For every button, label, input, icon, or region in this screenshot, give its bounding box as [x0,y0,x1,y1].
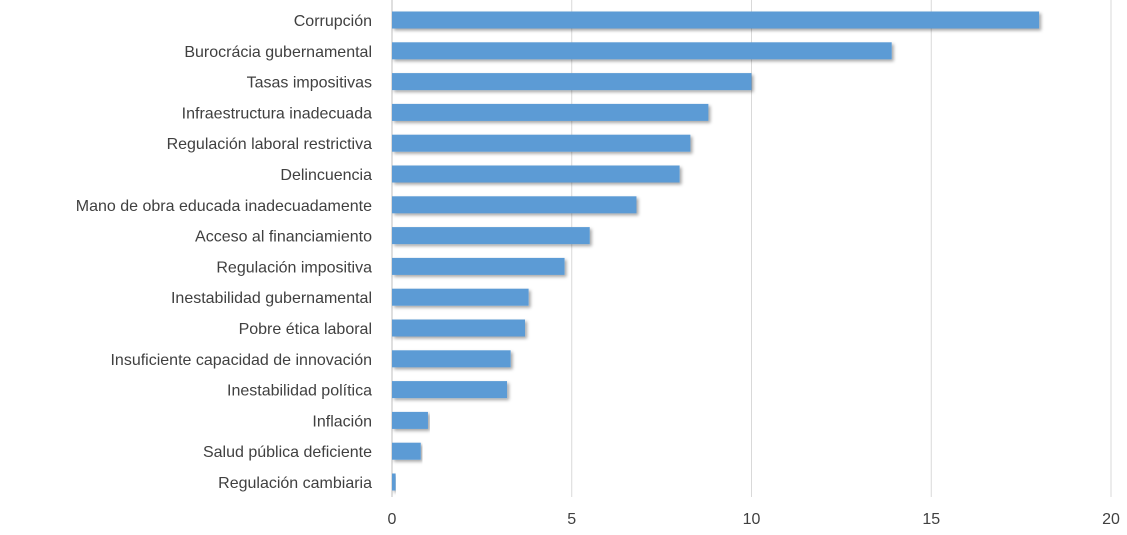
category-label: Inestabilidad gubernamental [171,290,372,307]
category-label: Regulación impositiva [216,259,372,276]
category-label: Pobre ética laboral [239,321,372,338]
bars [392,11,1040,491]
x-tick-label: 5 [567,511,576,528]
category-label: Corrupción [294,13,372,30]
x-tick-labels: 0 5 10 15 20 [388,511,1120,528]
category-label: Acceso al financiamiento [195,229,372,246]
bar [392,165,680,183]
bar [392,227,590,245]
x-tick-label: 20 [1102,511,1120,528]
bar [392,350,511,368]
category-label: Mano de obra educada inadecuadamente [76,198,372,215]
bar [392,319,526,337]
x-tick-label: 15 [922,511,940,528]
category-label: Inflación [312,413,372,430]
category-label: Infraestructura inadecuada [182,105,372,122]
category-label: Regulación cambiaria [218,475,372,492]
bar [392,381,508,399]
bar [392,103,709,121]
category-label: Delincuencia [280,167,372,184]
category-label: Inestabilidad política [227,383,372,400]
bar [392,11,1040,29]
bar [392,257,565,275]
category-label: Regulación laboral restrictiva [167,136,373,153]
x-tick-label: 10 [743,511,761,528]
category-labels: Corrupción Burocrácia gubernamental Tasas … [76,13,372,492]
category-label: Salud pública deficiente [203,444,372,461]
category-label: Burocrácia gubernamental [184,44,372,61]
bar [392,411,428,429]
category-label: Tasas impositivas [247,75,372,92]
bar [392,442,421,460]
bar [392,196,637,214]
bar [392,134,691,152]
bar [392,473,396,491]
bar [392,73,752,91]
bar [392,42,892,60]
bar [392,288,529,306]
x-tick-label: 0 [388,511,397,528]
category-label: Insuficiente capacidad de innovación [110,352,372,369]
